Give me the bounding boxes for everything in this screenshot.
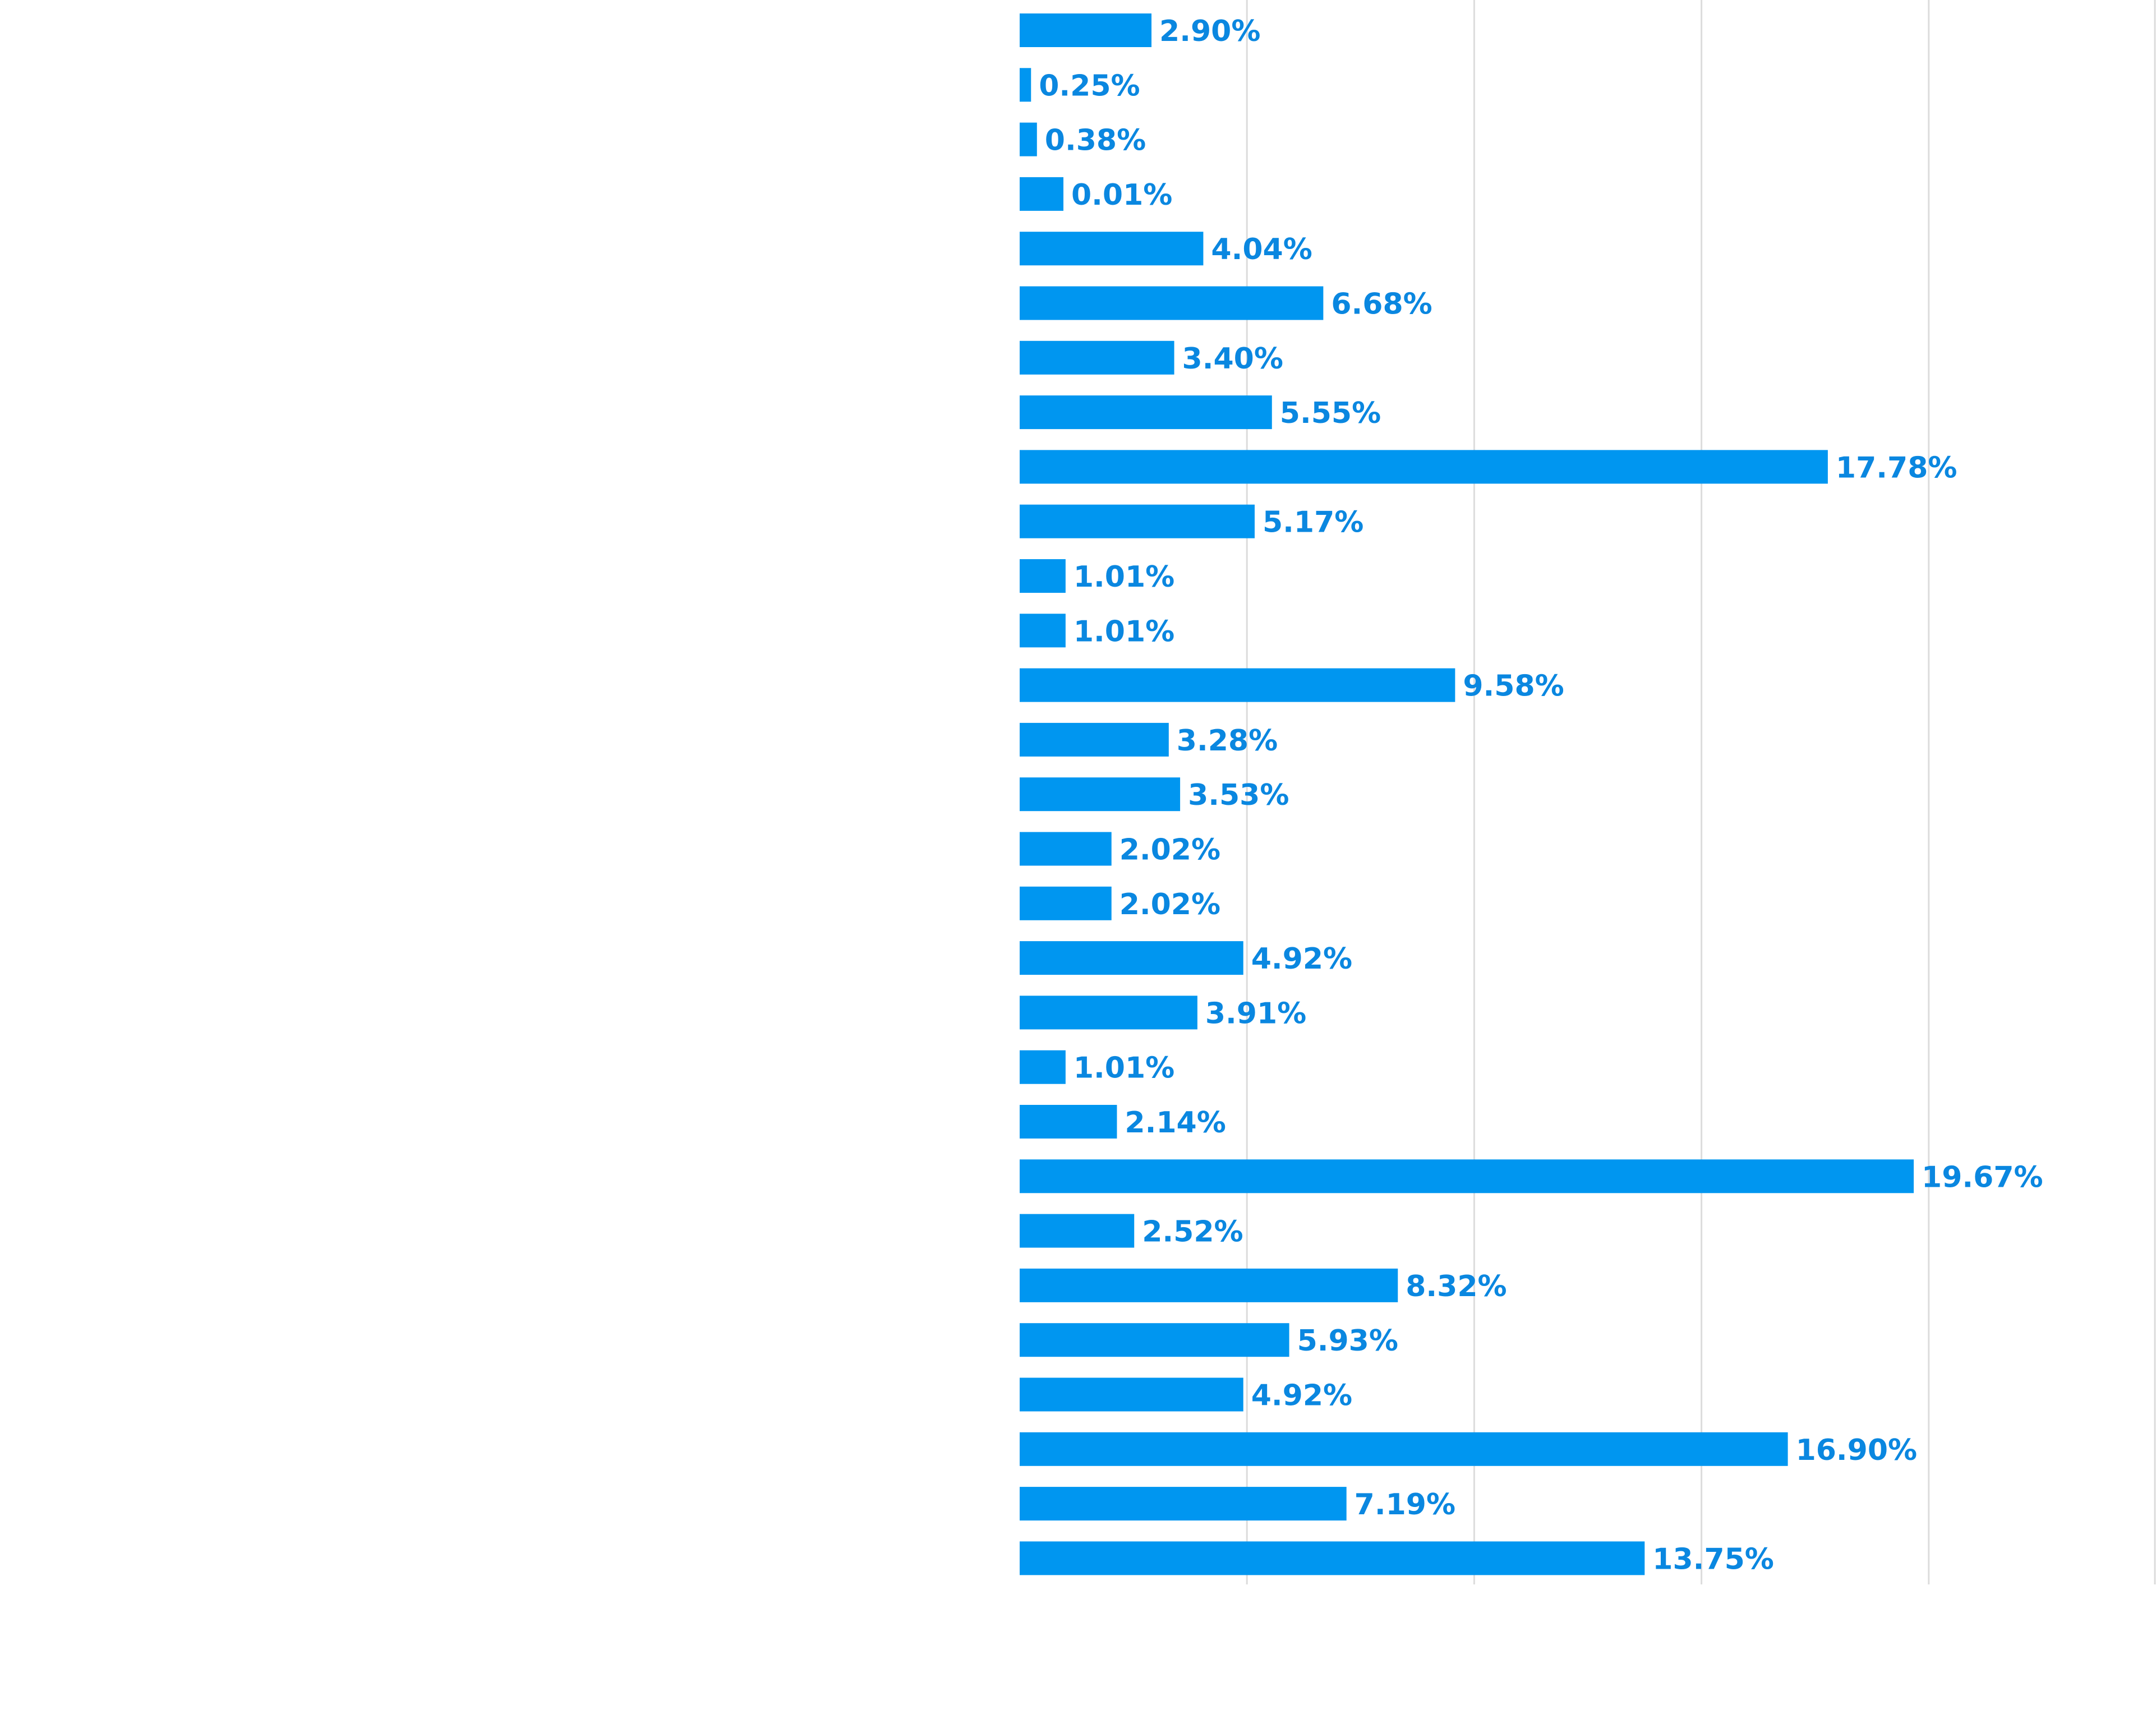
- bar-18: [1020, 941, 1243, 975]
- bar-label-6: 6.68%: [1331, 288, 1432, 321]
- bar-label-1: 2.90%: [1159, 15, 1260, 48]
- bar-7: [1020, 340, 1174, 375]
- bar-21: [1020, 1105, 1117, 1139]
- bar-4: [1020, 177, 1063, 211]
- bar-8: [1020, 395, 1272, 430]
- bar-15: [1020, 777, 1181, 812]
- bars: [1020, 13, 1914, 1575]
- bar-label-11: 1.01%: [1074, 560, 1174, 594]
- bar-22: [1020, 1159, 1914, 1193]
- bar-label-12: 1.01%: [1074, 615, 1174, 648]
- bar-26: [1020, 1377, 1243, 1412]
- bar-20: [1020, 1050, 1066, 1084]
- bar-label-21: 2.14%: [1125, 1106, 1226, 1140]
- bar-label-2: 0.25%: [1039, 69, 1140, 103]
- bar-16: [1020, 832, 1112, 866]
- data-labels: 2.90% 0.25% 0.38% 0.01% 4.04% 6.68% 3.40% 5.55%…: [1039, 15, 2043, 1576]
- bar-10: [1020, 504, 1255, 538]
- bar-12: [1020, 614, 1066, 648]
- bar-label-7: 3.40%: [1182, 342, 1283, 376]
- bar-17: [1020, 886, 1112, 920]
- gridlines: [1246, 0, 2156, 1584]
- bar-1: [1020, 13, 1152, 47]
- bar-label-15: 3.53%: [1188, 778, 1289, 812]
- bar-label-20: 1.01%: [1074, 1052, 1174, 1085]
- bar-label-19: 3.91%: [1205, 997, 1306, 1030]
- bar-label-16: 2.02%: [1120, 833, 1220, 867]
- bar-13: [1020, 668, 1455, 702]
- bar-label-5: 4.04%: [1211, 233, 1312, 266]
- bar-label-14: 3.28%: [1177, 724, 1278, 758]
- bar-label-17: 2.02%: [1120, 888, 1220, 921]
- bar-label-25: 5.93%: [1297, 1324, 1398, 1358]
- bar-label-3: 0.38%: [1045, 124, 1146, 158]
- bar-3: [1020, 122, 1037, 156]
- bar-label-22: 19.67%: [1922, 1160, 2043, 1194]
- bar-29: [1020, 1541, 1645, 1575]
- bar-23: [1020, 1214, 1135, 1248]
- bar-label-10: 5.17%: [1263, 506, 1363, 540]
- bar-label-4: 0.01%: [1071, 178, 1172, 212]
- bar-14: [1020, 722, 1169, 757]
- bar-label-26: 4.92%: [1251, 1379, 1352, 1413]
- bar-2: [1020, 68, 1031, 102]
- bar-28: [1020, 1487, 1347, 1521]
- bar-25: [1020, 1323, 1289, 1357]
- bar-label-27: 16.90%: [1796, 1434, 1918, 1467]
- bar-19: [1020, 996, 1197, 1030]
- bar-label-8: 5.55%: [1280, 397, 1381, 430]
- bar-label-29: 13.75%: [1652, 1542, 1774, 1576]
- bar-label-18: 4.92%: [1251, 942, 1352, 976]
- bar-6: [1020, 286, 1324, 320]
- bar-label-28: 7.19%: [1355, 1488, 1455, 1522]
- bar-24: [1020, 1268, 1398, 1302]
- bar-9: [1020, 450, 1828, 484]
- bar-5: [1020, 232, 1204, 266]
- bar-label-13: 9.58%: [1463, 670, 1564, 703]
- bar-label-23: 2.52%: [1142, 1215, 1243, 1249]
- bar-11: [1020, 559, 1066, 593]
- bar-label-24: 8.32%: [1406, 1270, 1507, 1303]
- bar-27: [1020, 1432, 1788, 1466]
- bar-label-9: 17.78%: [1836, 451, 1957, 485]
